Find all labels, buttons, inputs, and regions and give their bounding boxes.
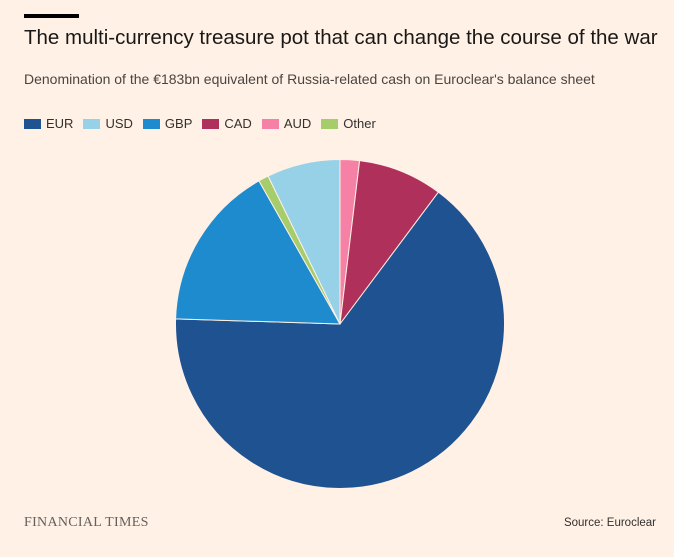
pie-slice-eur <box>175 191 505 489</box>
legend-item-aud: AUD <box>261 116 312 131</box>
chart-legend: EUR USD GBP CAD AUD Other <box>24 116 376 131</box>
legend-swatch <box>83 118 101 129</box>
legend-swatch <box>321 118 339 129</box>
legend-swatch <box>24 118 41 129</box>
legend-swatch <box>142 118 160 129</box>
pie-slice-usd <box>267 158 341 325</box>
pie-slice-cad <box>339 160 440 326</box>
source-note: Source: Euroclear <box>563 517 656 529</box>
legend-label: GBP <box>164 116 193 131</box>
legend-swatch <box>202 118 220 129</box>
ft-logo-text: FINANCIAL TIMES <box>24 515 149 530</box>
legend-item-usd: USD <box>83 116 133 131</box>
legend-label: CAD <box>224 116 252 131</box>
legend-item-other: Other <box>321 116 376 131</box>
legend-item-eur: EUR <box>24 116 73 131</box>
chart-title: The multi-currency treasure pot that can… <box>24 26 658 49</box>
legend-label: USD <box>105 116 133 131</box>
legend-label: EUR <box>46 116 74 131</box>
legend-item-gbp: GBP <box>142 116 193 131</box>
legend-item-cad: CAD <box>202 116 252 131</box>
legend-label: Other <box>343 116 376 131</box>
title-accent-bar <box>24 14 79 18</box>
legend-label: AUD <box>283 116 312 131</box>
legend-swatch <box>261 118 279 129</box>
chart-subtitle: Denomination of the €183bn equivalent of… <box>24 71 595 87</box>
pie-slice-gbp <box>175 180 341 325</box>
